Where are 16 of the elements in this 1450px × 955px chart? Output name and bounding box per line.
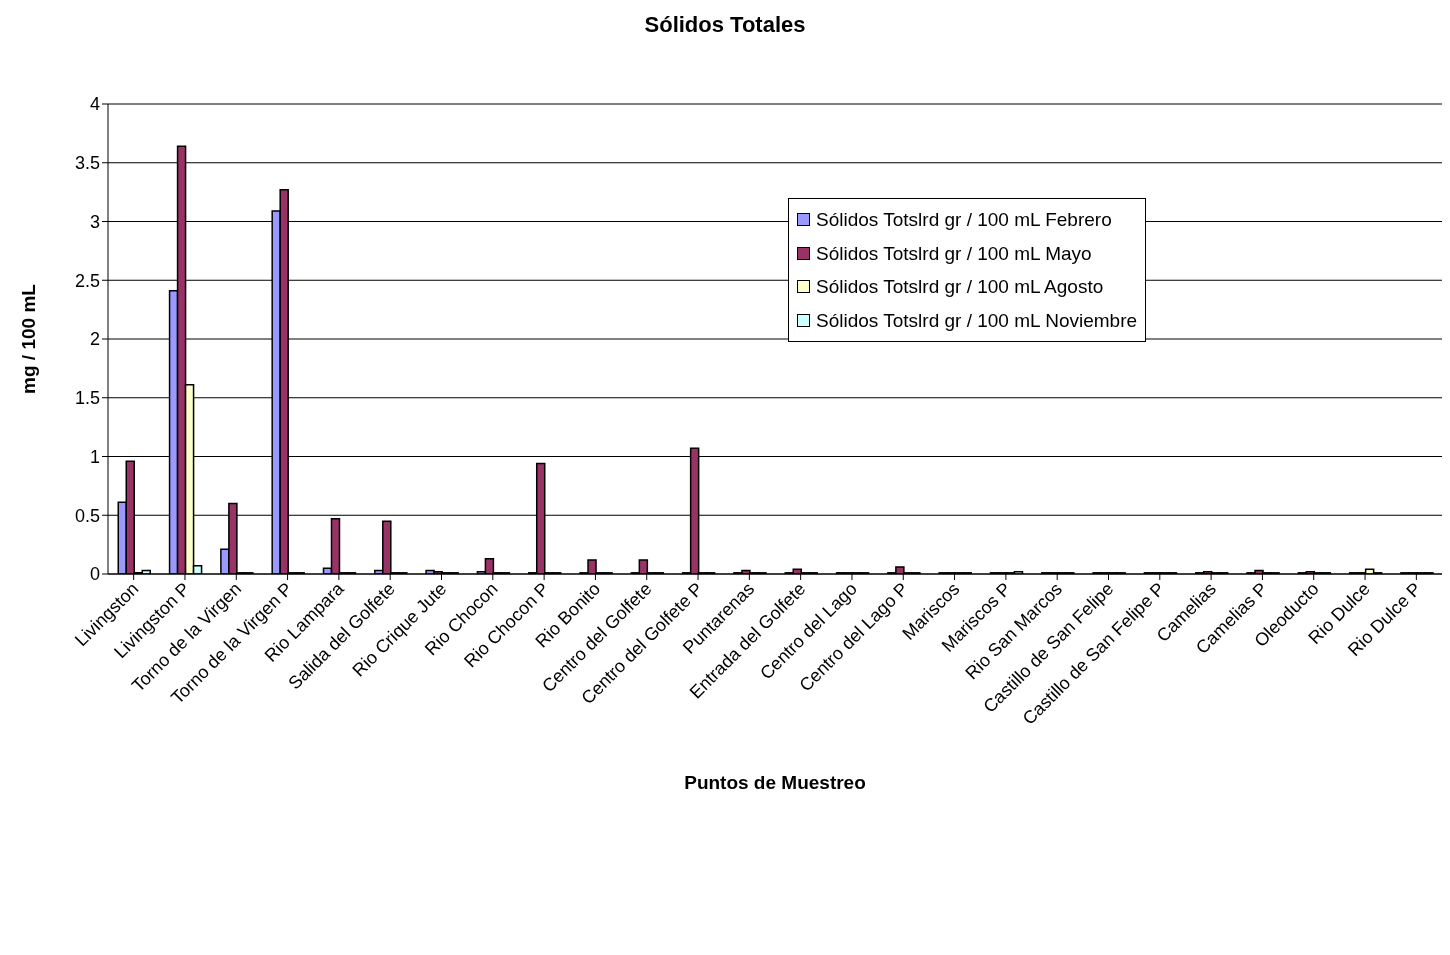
- y-tick-label: 2.5: [74, 270, 100, 291]
- y-tick-label: 2: [89, 329, 100, 350]
- chart-title: Sólidos Totales: [643, 12, 807, 38]
- y-tick-label: 4: [89, 94, 100, 115]
- y-tick-label: 3.5: [74, 153, 100, 174]
- x-axis-title: Puntos de Muestreo: [684, 772, 866, 793]
- y-tick-label: 1.5: [74, 388, 100, 409]
- y-tick-label: 3: [89, 211, 100, 232]
- legend-label: Sólidos Totslrd gr / 100 mL Noviembre: [816, 308, 1138, 333]
- legend-label: Sólidos Totslrd gr / 100 mL Agosto: [816, 275, 1104, 299]
- y-tick-label: 1: [89, 446, 100, 467]
- legend-label: Sólidos Totslrd gr / 100 mL Mayo: [816, 241, 1092, 266]
- y-tick-label: 0.5: [74, 505, 100, 526]
- y-tick-label: 0: [89, 564, 100, 585]
- y-axis-title: mg / 100 mL: [17, 283, 39, 394]
- legend-label: Sólidos Totslrd gr / 100 mL Febrero: [816, 208, 1112, 232]
